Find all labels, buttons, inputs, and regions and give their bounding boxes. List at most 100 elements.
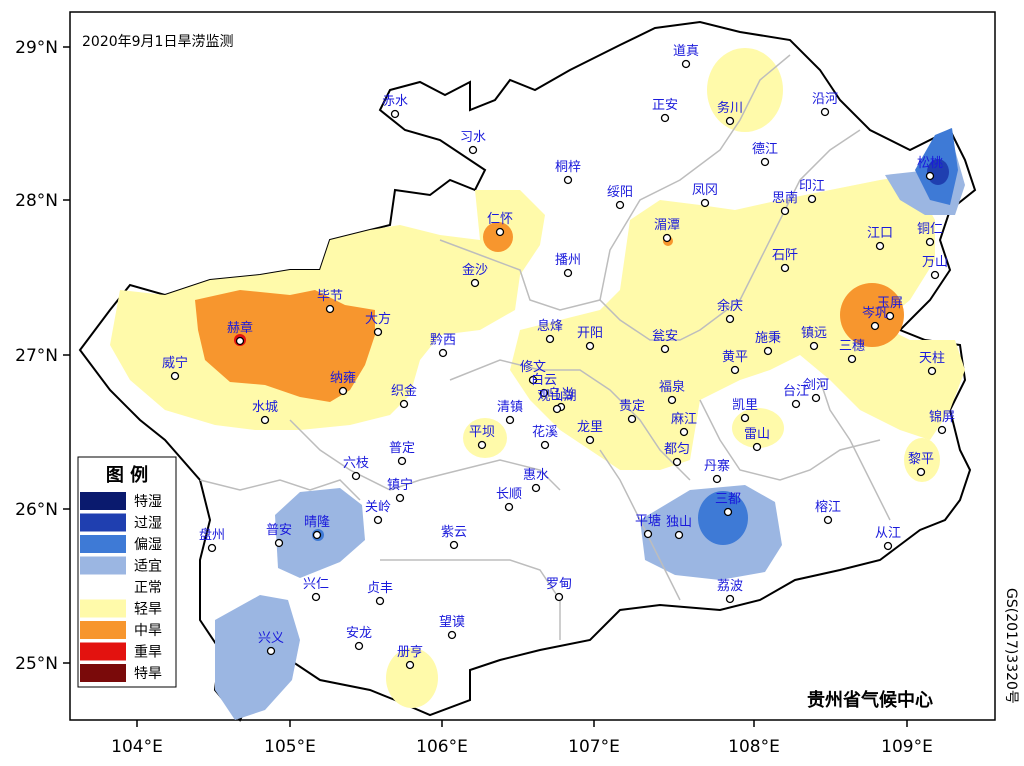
city-label: 赤水 <box>382 94 408 109</box>
city-marker <box>615 200 625 210</box>
legend-swatch <box>80 599 126 618</box>
lon-label: 108°E <box>728 737 780 757</box>
city-marker <box>554 592 564 602</box>
city-label: 印江 <box>799 179 825 194</box>
lon-label: 106°E <box>416 737 468 757</box>
city-label: 贞丰 <box>367 581 393 596</box>
city-marker <box>397 456 407 466</box>
city-marker <box>870 321 880 331</box>
city-label: 花溪 <box>532 424 558 440</box>
city-marker <box>207 543 217 553</box>
city-marker <box>312 530 322 540</box>
city-marker <box>447 630 457 640</box>
city-marker <box>752 442 762 452</box>
city-marker <box>495 227 505 237</box>
axis-ticks <box>63 46 908 727</box>
city-marker <box>552 404 562 414</box>
city-label: 普安 <box>266 523 292 538</box>
city-label: 独山 <box>666 515 692 530</box>
city-marker <box>847 354 857 364</box>
city-marker <box>820 107 830 117</box>
lon-label: 104°E <box>111 737 163 757</box>
city-marker <box>667 395 677 405</box>
city-label: 贵定 <box>619 399 645 414</box>
lon-label: 109°E <box>881 737 933 757</box>
city-label: 罗甸 <box>546 577 572 592</box>
city-label: 盘州 <box>199 527 225 543</box>
city-label: 威宁 <box>162 355 188 371</box>
city-label: 紫云 <box>441 525 467 540</box>
city-label: 万山 <box>922 255 948 270</box>
city-marker <box>875 241 885 251</box>
city-marker <box>373 515 383 525</box>
city-marker <box>354 641 364 651</box>
city-marker <box>504 502 514 512</box>
city-label: 安龙 <box>346 626 372 641</box>
city-marker <box>539 388 549 398</box>
city-label: 思南 <box>772 190 798 206</box>
city-marker <box>925 237 935 247</box>
city-marker <box>811 393 821 403</box>
city-marker <box>563 175 573 185</box>
city-label: 长顺 <box>496 487 522 502</box>
city-label: 沿河 <box>812 92 838 107</box>
city-label: 黄平 <box>722 350 748 365</box>
city-marker <box>660 344 670 354</box>
city-label: 织金 <box>391 383 417 399</box>
city-marker <box>809 341 819 351</box>
city-marker <box>823 515 833 525</box>
city-label: 关岭 <box>365 500 391 515</box>
legend-swatch <box>80 664 126 682</box>
city-label: 石阡 <box>772 248 798 263</box>
city-label: 播州 <box>555 253 581 268</box>
city-marker <box>730 365 740 375</box>
city-marker <box>468 145 478 155</box>
city-marker <box>351 471 361 481</box>
credit-text: 贵州省气候中心 <box>807 689 933 711</box>
city-label: 瓮安 <box>652 329 678 344</box>
city-marker <box>477 440 487 450</box>
city-marker <box>725 116 735 126</box>
city-label: 册亨 <box>397 644 423 660</box>
city-label: 赫章 <box>227 320 253 336</box>
city-marker <box>405 660 415 670</box>
city-label: 松桃 <box>917 156 943 171</box>
city-marker <box>470 278 480 288</box>
longitude-labels: 104°E 105°E 106°E 107°E 108°E 109°E <box>111 737 933 757</box>
city-label: 开阳 <box>577 326 603 341</box>
map-title: 2020年9月1日旱涝监测 <box>82 34 233 50</box>
legend-swatch <box>80 556 126 575</box>
city-label: 荔波 <box>717 579 743 594</box>
city-label: 镇宁 <box>387 477 413 493</box>
city-label: 纳雍 <box>330 370 356 386</box>
city-label: 天柱 <box>919 351 945 366</box>
city-label: 望谟 <box>439 614 465 630</box>
city-label: 乌当 <box>548 386 574 402</box>
city-marker <box>780 263 790 273</box>
city-label: 德江 <box>752 142 778 157</box>
legend-swatch <box>80 492 126 510</box>
latitude-labels: 29°N 28°N 27°N 26°N 25°N <box>15 38 58 674</box>
city-label: 白云 <box>531 372 557 388</box>
city-label: 清镇 <box>497 400 523 415</box>
city-label: 观山湖 <box>537 389 576 404</box>
city-label: 习水 <box>460 130 486 145</box>
city-label: 三穗 <box>839 339 865 354</box>
city-label: 铜仁 <box>917 222 943 237</box>
city-marker <box>763 346 773 356</box>
city-label: 台江 <box>783 384 809 399</box>
city-marker <box>723 507 733 517</box>
legend-label: 适宜 <box>134 559 162 575</box>
city-label: 桐梓 <box>555 160 581 175</box>
city-marker <box>311 592 321 602</box>
city-marker <box>937 425 947 435</box>
city-label: 绥阳 <box>607 185 633 200</box>
city-label: 福泉 <box>659 379 685 395</box>
city-label: 大方 <box>365 311 391 327</box>
city-label: 道真 <box>673 44 699 59</box>
city-marker <box>672 457 682 467</box>
city-marker <box>780 206 790 216</box>
city-marker <box>395 493 405 503</box>
city-marker <box>883 541 893 551</box>
